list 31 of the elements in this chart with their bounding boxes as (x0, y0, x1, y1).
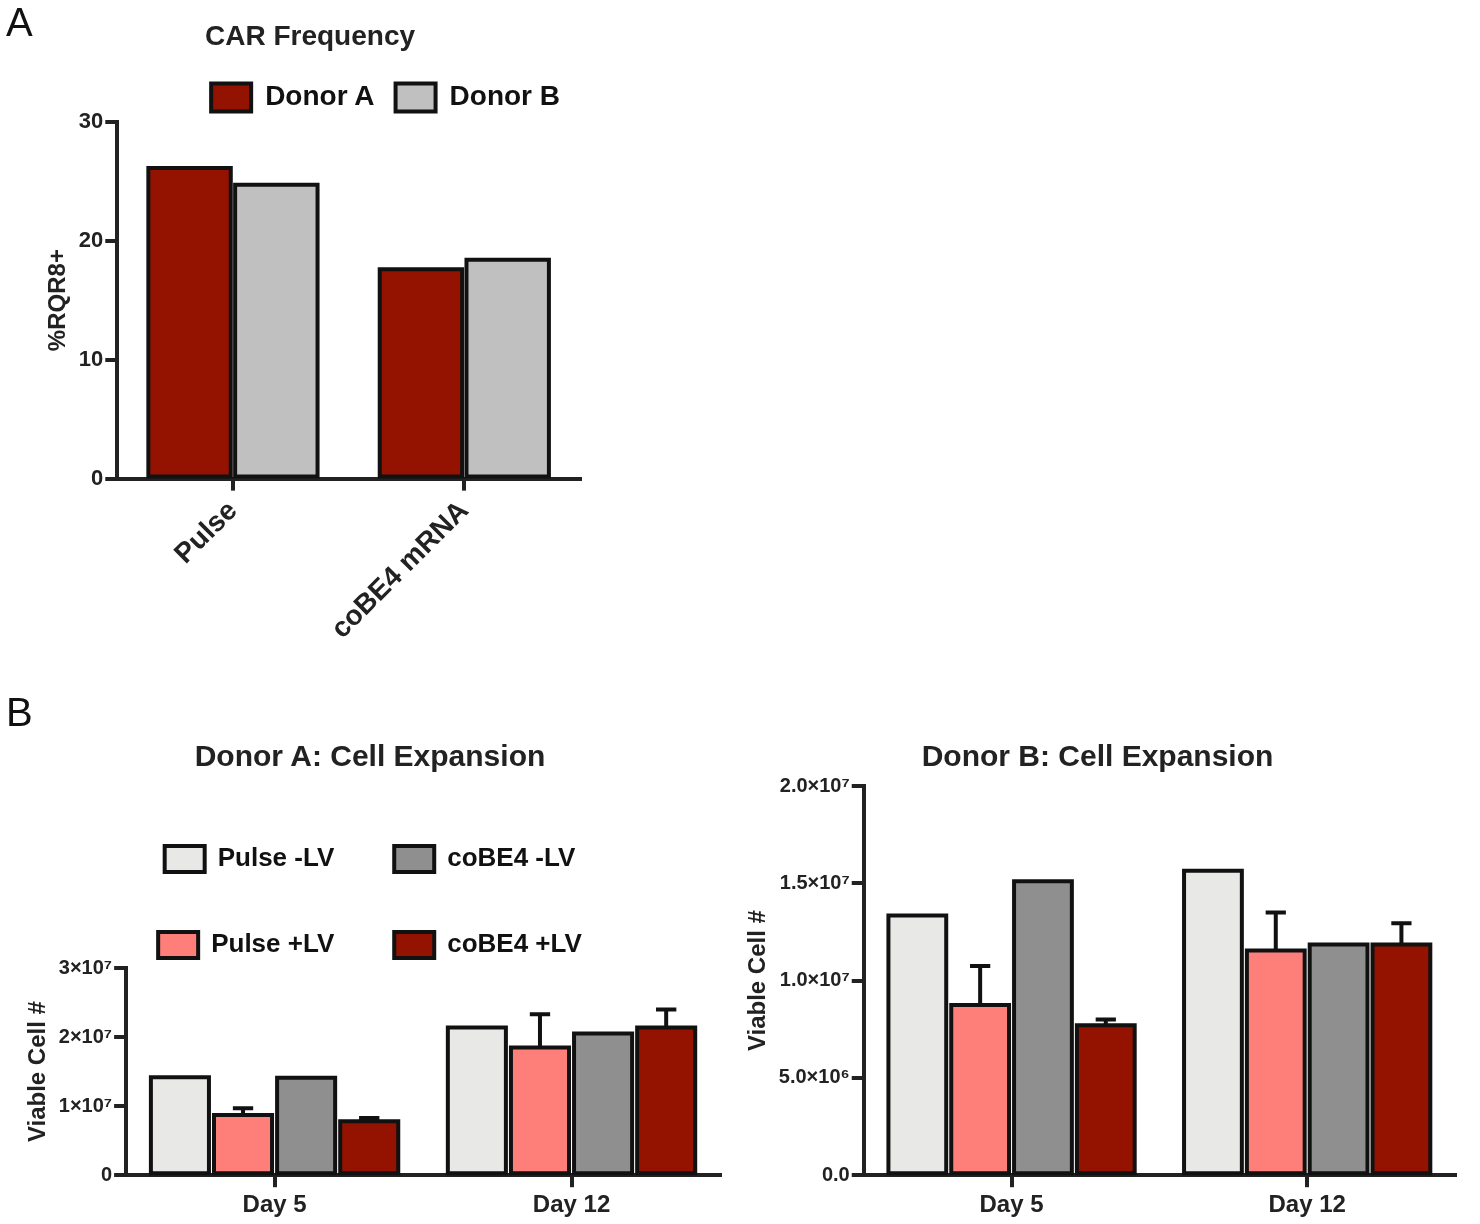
y-axis-title: Viable Cell # (23, 1001, 51, 1143)
y-tick-label: 0.0 (821, 1162, 850, 1185)
legend-label: coBE4 -LV (447, 842, 576, 873)
text: A (6, 0, 33, 45)
text: B (6, 690, 33, 735)
x-tick-label: Day 12 (532, 1190, 611, 1218)
legend-label: Pulse +LV (211, 928, 335, 959)
y-tick-label: 1.0×10⁷ (779, 968, 850, 991)
x-tick-label: Day 5 (242, 1190, 307, 1218)
y-tick-label: 10 (78, 345, 104, 371)
y-tick-label: 0 (91, 464, 104, 490)
x-tick-label: Day 5 (979, 1190, 1044, 1218)
y-tick-label: 20 (78, 226, 104, 252)
legend-label: Donor B (449, 80, 561, 112)
y-tick-label: 1×10⁷ (58, 1093, 113, 1116)
y-tick-label: 5.0×10⁶ (778, 1065, 850, 1088)
y-tick-label: 1.5×10⁷ (779, 870, 850, 893)
y-tick-label: 0 (100, 1162, 113, 1185)
y-axis-title: %RQR8+ (43, 249, 71, 352)
y-axis-title: Viable Cell # (743, 910, 771, 1052)
y-tick-label: 30 (78, 107, 104, 133)
x-tick-label: Day 12 (1268, 1190, 1346, 1218)
legend-label: coBE4 +LV (447, 928, 583, 959)
y-tick-label: 3×10⁷ (58, 955, 113, 978)
chart-title: CAR Frequency (204, 19, 416, 51)
chart-title: Donor B: Cell Expansion (921, 739, 1274, 773)
y-tick-label: 2×10⁷ (58, 1024, 113, 1047)
legend-label: Pulse -LV (217, 842, 335, 873)
y-tick-label: 2.0×10⁷ (779, 773, 850, 796)
chart-title: Donor A: Cell Expansion (194, 739, 546, 773)
legend-label: Donor A (265, 80, 375, 112)
